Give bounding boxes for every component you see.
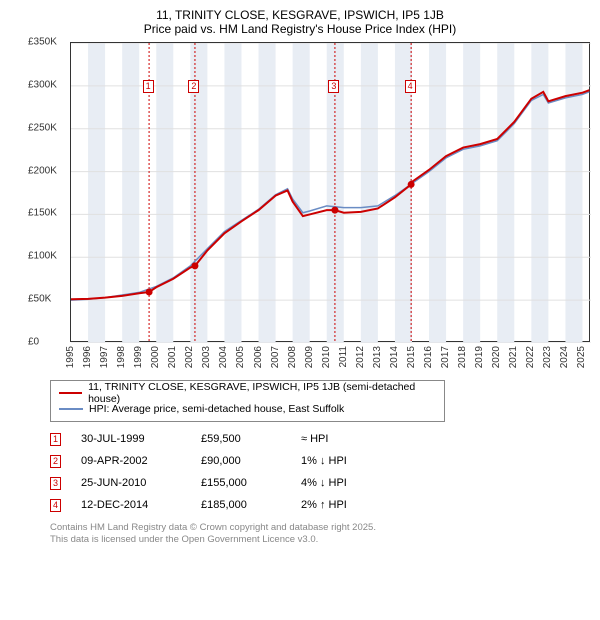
chart-marker-3: 3 xyxy=(328,80,339,93)
legend-swatch xyxy=(59,408,83,410)
x-tick-label: 1997 xyxy=(99,346,110,368)
transaction-marker: 4 xyxy=(50,499,61,512)
transaction-date: 09-APR-2002 xyxy=(81,455,181,467)
footer-line2: This data is licensed under the Open Gov… xyxy=(50,534,590,546)
x-tick-label: 2007 xyxy=(270,346,281,368)
transaction-marker: 3 xyxy=(50,477,61,490)
y-tick-label: £150K xyxy=(28,208,57,219)
chart-subtitle: Price paid vs. HM Land Registry's House … xyxy=(10,22,590,36)
x-tick-label: 2016 xyxy=(423,346,434,368)
x-tick-label: 1998 xyxy=(116,346,127,368)
x-tick-label: 2020 xyxy=(491,346,502,368)
legend-swatch xyxy=(59,392,82,394)
transaction-row: 3 25-JUN-2010 £155,000 4% ↓ HPI xyxy=(50,472,590,494)
chart-area: £0£50K£100K£150K£200K£250K£300K£350K 199… xyxy=(30,42,590,372)
chart-marker-2: 2 xyxy=(188,80,199,93)
x-tick-label: 2002 xyxy=(184,346,195,368)
x-tick-label: 2018 xyxy=(457,346,468,368)
x-tick-label: 2012 xyxy=(355,346,366,368)
x-tick-label: 2005 xyxy=(235,346,246,368)
x-tick-label: 2006 xyxy=(253,346,264,368)
transaction-date: 30-JUL-1999 xyxy=(81,433,181,445)
legend-label: 11, TRINITY CLOSE, KESGRAVE, IPSWICH, IP… xyxy=(88,381,436,405)
legend-item: 11, TRINITY CLOSE, KESGRAVE, IPSWICH, IP… xyxy=(59,385,436,401)
x-tick-label: 1995 xyxy=(65,346,76,368)
transaction-row: 2 09-APR-2002 £90,000 1% ↓ HPI xyxy=(50,450,590,472)
x-tick-label: 2019 xyxy=(474,346,485,368)
transaction-row: 1 30-JUL-1999 £59,500 ≈ HPI xyxy=(50,428,590,450)
x-tick-label: 2008 xyxy=(287,346,298,368)
transaction-row: 4 12-DEC-2014 £185,000 2% ↑ HPI xyxy=(50,494,590,516)
x-tick-label: 2014 xyxy=(389,346,400,368)
x-tick-label: 2000 xyxy=(150,346,161,368)
x-tick-label: 2009 xyxy=(304,346,315,368)
x-tick-label: 2003 xyxy=(201,346,212,368)
x-tick-label: 2023 xyxy=(542,346,553,368)
legend-label: HPI: Average price, semi-detached house,… xyxy=(89,403,344,415)
x-tick-label: 2022 xyxy=(525,346,536,368)
transaction-marker: 1 xyxy=(50,433,61,446)
x-tick-label: 1996 xyxy=(82,346,93,368)
y-tick-label: £100K xyxy=(28,251,57,262)
chart-marker-4: 4 xyxy=(405,80,416,93)
legend: 11, TRINITY CLOSE, KESGRAVE, IPSWICH, IP… xyxy=(50,380,445,422)
transaction-diff: 4% ↓ HPI xyxy=(301,477,401,489)
y-tick-label: £250K xyxy=(28,122,57,133)
transactions-table: 1 30-JUL-1999 £59,500 ≈ HPI 2 09-APR-200… xyxy=(50,428,590,516)
x-tick-label: 2017 xyxy=(440,346,451,368)
x-tick-label: 2001 xyxy=(167,346,178,368)
root: 11, TRINITY CLOSE, KESGRAVE, IPSWICH, IP… xyxy=(0,0,600,555)
y-tick-label: £200K xyxy=(28,165,57,176)
y-tick-label: £350K xyxy=(28,37,57,48)
transaction-diff: 2% ↑ HPI xyxy=(301,499,401,511)
transaction-diff: 1% ↓ HPI xyxy=(301,455,401,467)
x-tick-label: 2013 xyxy=(372,346,383,368)
transaction-diff: ≈ HPI xyxy=(301,433,401,445)
x-tick-label: 2025 xyxy=(576,346,587,368)
transaction-price: £90,000 xyxy=(201,455,281,467)
x-tick-label: 2021 xyxy=(508,346,519,368)
transaction-date: 12-DEC-2014 xyxy=(81,499,181,511)
x-tick-label: 1999 xyxy=(133,346,144,368)
transaction-price: £155,000 xyxy=(201,477,281,489)
chart-marker-1: 1 xyxy=(143,80,154,93)
x-tick-label: 2004 xyxy=(218,346,229,368)
y-tick-label: £50K xyxy=(28,294,51,305)
y-tick-label: £0 xyxy=(28,337,39,348)
footer: Contains HM Land Registry data © Crown c… xyxy=(50,522,590,547)
transaction-date: 25-JUN-2010 xyxy=(81,477,181,489)
y-tick-label: £300K xyxy=(28,79,57,90)
footer-line1: Contains HM Land Registry data © Crown c… xyxy=(50,522,590,534)
x-tick-label: 2024 xyxy=(559,346,570,368)
transaction-price: £185,000 xyxy=(201,499,281,511)
chart-title: 11, TRINITY CLOSE, KESGRAVE, IPSWICH, IP… xyxy=(10,8,590,22)
x-tick-label: 2015 xyxy=(406,346,417,368)
transaction-price: £59,500 xyxy=(201,433,281,445)
x-tick-label: 2011 xyxy=(338,346,349,368)
transaction-marker: 2 xyxy=(50,455,61,468)
x-tick-label: 2010 xyxy=(321,346,332,368)
